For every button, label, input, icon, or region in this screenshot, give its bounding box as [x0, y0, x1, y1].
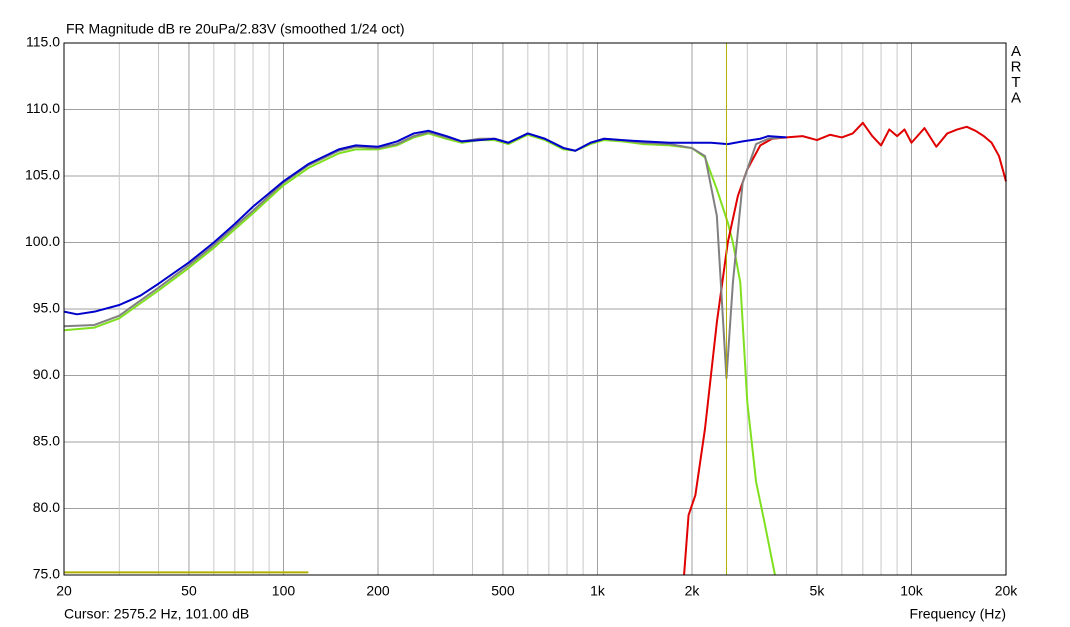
- brand-letter: A: [1011, 89, 1021, 106]
- y-tick-label: 115.0: [26, 34, 60, 50]
- brand-letter: A: [1011, 43, 1021, 60]
- x-tick-label: 10k: [900, 583, 924, 599]
- x-tick-label: 20: [56, 583, 72, 599]
- y-tick-label: 105.0: [25, 167, 60, 183]
- y-tick-label: 95.0: [33, 300, 60, 316]
- x-axis-label: Frequency (Hz): [910, 606, 1006, 622]
- y-tick-label: 90.0: [33, 366, 60, 382]
- brand-letter: R: [1011, 58, 1022, 75]
- y-tick-label: 85.0: [33, 433, 60, 449]
- x-tick-label: 500: [491, 583, 515, 599]
- cursor-label: Cursor: 2575.2 Hz, 101.00 dB: [64, 606, 249, 622]
- x-tick-label: 50: [181, 583, 197, 599]
- y-tick-label: 80.0: [33, 499, 60, 515]
- x-tick-label: 200: [366, 583, 390, 599]
- lines: [63, 43, 1007, 576]
- plot-frame: [63, 42, 1007, 576]
- x-tick-label: 2k: [685, 583, 701, 599]
- y-tick-label: 110.0: [26, 100, 60, 116]
- y-tick-label: 100.0: [25, 233, 60, 249]
- y-tick-label: 75.0: [33, 566, 60, 582]
- x-tick-label: 100: [272, 583, 296, 599]
- chart-title: FR Magnitude dB re 20uPa/2.83V (smoothed…: [66, 21, 405, 37]
- x-tick-label: 1k: [590, 583, 606, 599]
- x-tick-label: 5k: [810, 583, 826, 599]
- brand-letter: T: [1011, 74, 1020, 91]
- series-line: [63, 129, 787, 316]
- x-tick-label: 20k: [995, 583, 1019, 599]
- series-line: [63, 132, 776, 576]
- series-line: [683, 121, 1007, 576]
